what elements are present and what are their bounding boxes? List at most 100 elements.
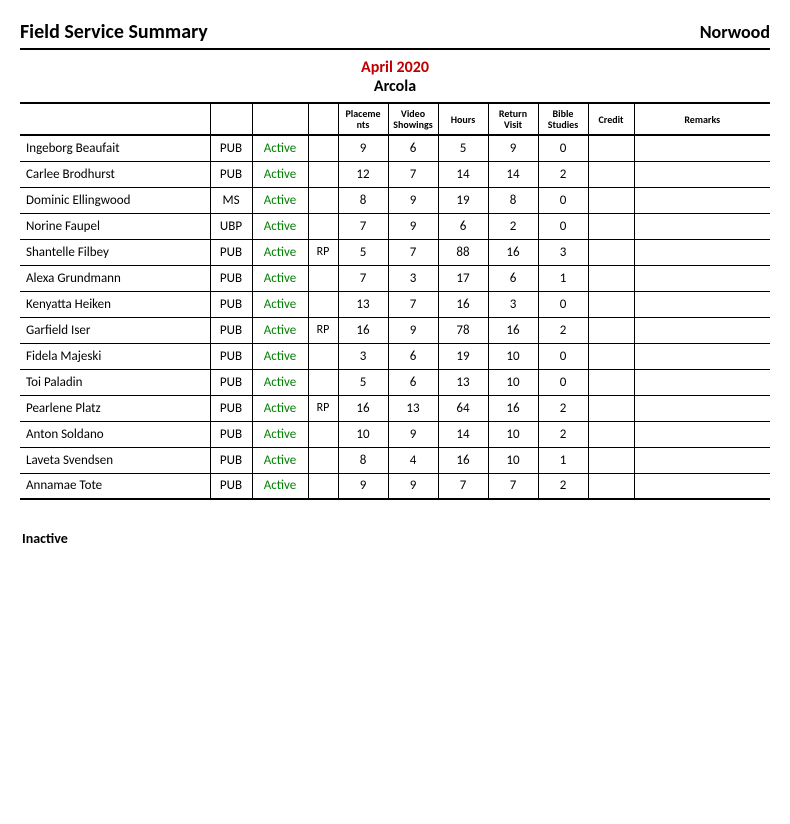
cell-credit — [588, 421, 634, 447]
table-row: Kenyatta HeikenPUBActive1371630 — [20, 291, 770, 317]
cell-role: PUB — [210, 343, 252, 369]
cell-name: Pearlene Platz — [20, 395, 210, 421]
cell-video: 9 — [388, 187, 438, 213]
cell-status: Active — [252, 213, 308, 239]
cell-name: Carlee Brodhurst — [20, 161, 210, 187]
table-row: Fidela MajeskiPUBActive3619100 — [20, 343, 770, 369]
cell-role: PUB — [210, 473, 252, 499]
cell-bible-studies: 0 — [538, 213, 588, 239]
cell-placements: 8 — [338, 187, 388, 213]
table-row: Garfield IserPUBActiveRP16978162 — [20, 317, 770, 343]
cell-name: Toi Paladin — [20, 369, 210, 395]
cell-video: 9 — [388, 473, 438, 499]
cell-hours: 88 — [438, 239, 488, 265]
table-row: Carlee BrodhurstPUBActive12714142 — [20, 161, 770, 187]
cell-remarks — [634, 135, 770, 161]
cell-credit — [588, 291, 634, 317]
cell-role: PUB — [210, 395, 252, 421]
cell-name: Kenyatta Heiken — [20, 291, 210, 317]
cell-hours: 6 — [438, 213, 488, 239]
cell-name: Norine Faupel — [20, 213, 210, 239]
cell-return-visit: 10 — [488, 447, 538, 473]
cell-bible-studies: 0 — [538, 187, 588, 213]
cell-video: 9 — [388, 213, 438, 239]
cell-placements: 9 — [338, 473, 388, 499]
cell-credit — [588, 161, 634, 187]
cell-role: PUB — [210, 161, 252, 187]
header-bar: Field Service Summary Norwood — [20, 20, 770, 50]
cell-remarks — [634, 265, 770, 291]
table-row: Dominic EllingwoodMSActive891980 — [20, 187, 770, 213]
cell-hours: 78 — [438, 317, 488, 343]
report-page: Field Service Summary Norwood April 2020… — [0, 0, 790, 547]
cell-hours: 16 — [438, 291, 488, 317]
cell-credit — [588, 187, 634, 213]
cell-placements: 13 — [338, 291, 388, 317]
cell-return-visit: 10 — [488, 343, 538, 369]
cell-return-visit: 16 — [488, 317, 538, 343]
cell-return-visit: 16 — [488, 395, 538, 421]
cell-status: Active — [252, 239, 308, 265]
cell-role: PUB — [210, 239, 252, 265]
cell-status: Active — [252, 473, 308, 499]
cell-remarks — [634, 317, 770, 343]
col-placements: Placements — [338, 103, 388, 135]
cell-remarks — [634, 343, 770, 369]
cell-bible-studies: 1 — [538, 265, 588, 291]
cell-role: PUB — [210, 317, 252, 343]
cell-video: 13 — [388, 395, 438, 421]
cell-remarks — [634, 473, 770, 499]
cell-bible-studies: 3 — [538, 239, 588, 265]
cell-bible-studies: 1 — [538, 447, 588, 473]
cell-credit — [588, 343, 634, 369]
inactive-section-label: Inactive — [22, 530, 770, 547]
period-month: April 2020 — [20, 58, 770, 77]
cell-hours: 14 — [438, 161, 488, 187]
cell-flag — [308, 473, 338, 499]
col-credit: Credit — [588, 103, 634, 135]
cell-name: Fidela Majeski — [20, 343, 210, 369]
cell-placements: 8 — [338, 447, 388, 473]
period-group: Arcola — [20, 77, 770, 96]
cell-credit — [588, 265, 634, 291]
cell-video: 6 — [388, 135, 438, 161]
cell-hours: 16 — [438, 447, 488, 473]
cell-return-visit: 14 — [488, 161, 538, 187]
cell-name: Dominic Ellingwood — [20, 187, 210, 213]
col-video: VideoShowings — [388, 103, 438, 135]
cell-status: Active — [252, 161, 308, 187]
col-remarks: Remarks — [634, 103, 770, 135]
cell-role: UBP — [210, 213, 252, 239]
cell-role: PUB — [210, 421, 252, 447]
cell-flag: RP — [308, 395, 338, 421]
table-row: Norine FaupelUBPActive 79620 — [20, 213, 770, 239]
cell-return-visit: 16 — [488, 239, 538, 265]
cell-placements: 16 — [338, 317, 388, 343]
cell-video: 3 — [388, 265, 438, 291]
cell-remarks — [634, 239, 770, 265]
cell-remarks — [634, 213, 770, 239]
cell-flag — [308, 421, 338, 447]
cell-status: Active — [252, 447, 308, 473]
cell-status: Active — [252, 135, 308, 161]
cell-hours: 17 — [438, 265, 488, 291]
table-body: Ingeborg BeaufaitPUBActive96590Carlee Br… — [20, 135, 770, 499]
cell-video: 7 — [388, 239, 438, 265]
table-row: Shantelle FilbeyPUBActiveRP5788163 — [20, 239, 770, 265]
cell-name: Anton Soldano — [20, 421, 210, 447]
report-title: Field Service Summary — [20, 20, 208, 44]
cell-video: 4 — [388, 447, 438, 473]
cell-video: 6 — [388, 343, 438, 369]
cell-remarks — [634, 447, 770, 473]
cell-video: 7 — [388, 291, 438, 317]
cell-status: Active — [252, 265, 308, 291]
cell-name: Laveta Svendsen — [20, 447, 210, 473]
cell-role: MS — [210, 187, 252, 213]
cell-bible-studies: 0 — [538, 369, 588, 395]
cell-credit — [588, 395, 634, 421]
col-flag — [308, 103, 338, 135]
table-row: Laveta SvendsenPUBActive8416101 — [20, 447, 770, 473]
cell-placements: 7 — [338, 213, 388, 239]
cell-return-visit: 6 — [488, 265, 538, 291]
cell-return-visit: 2 — [488, 213, 538, 239]
